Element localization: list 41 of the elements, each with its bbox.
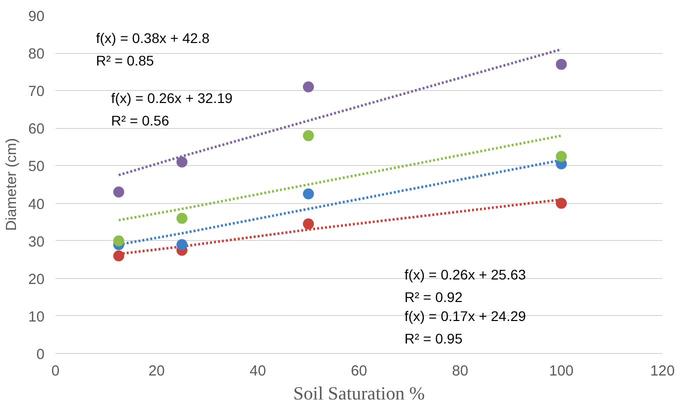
x-tick-label: 60 xyxy=(350,364,368,380)
y-tick-label: 20 xyxy=(28,272,45,288)
annotation: R² = 0.85 xyxy=(96,52,154,69)
y-tick-label: 30 xyxy=(28,234,45,250)
point xyxy=(302,188,314,200)
point xyxy=(113,186,124,198)
y-tick-label: 10 xyxy=(28,309,45,326)
point xyxy=(113,235,124,246)
x-axis-title: Soil Saturation % xyxy=(293,384,425,404)
point xyxy=(113,250,124,262)
x-tick-label: 0 xyxy=(51,364,60,380)
annotation: R² = 0.95 xyxy=(404,330,463,346)
annotation: f(x) = 0.26x + 32.19 xyxy=(111,90,233,106)
line-series xyxy=(117,134,563,222)
x-tick-label: 80 xyxy=(452,364,468,380)
point xyxy=(556,150,567,162)
x-tick-label: 120 xyxy=(650,364,675,380)
x-tick-label: 40 xyxy=(250,364,266,380)
y-tick-label: 50 xyxy=(28,159,45,176)
y-tick-label: 40 xyxy=(28,196,45,213)
point xyxy=(302,81,314,92)
x-tick-label: 20 xyxy=(148,364,165,380)
y-axis-title: Diameter (cm) xyxy=(4,138,20,231)
annotation: f(x) = 0.38x + 42.8 xyxy=(96,30,210,46)
y-tick-label: 90 xyxy=(28,9,45,25)
point xyxy=(302,218,314,230)
annotation: R² = 0.56 xyxy=(111,112,170,129)
point xyxy=(176,156,188,168)
point xyxy=(302,130,314,142)
point xyxy=(556,58,567,70)
y-tick-label: 80 xyxy=(28,46,45,63)
point xyxy=(176,212,188,224)
annotation: f(x) = 0.26x + 25.63 xyxy=(404,266,526,283)
y-tick-label: 60 xyxy=(28,122,45,138)
point xyxy=(556,198,567,209)
y-tick-label: 0 xyxy=(36,347,45,363)
y-tick-label: 70 xyxy=(28,84,45,100)
x-tick-label: 100 xyxy=(549,364,574,380)
point xyxy=(176,239,188,250)
annotation: f(x) = 0.17x + 24.29 xyxy=(404,308,526,324)
annotation: R² = 0.92 xyxy=(404,289,463,306)
